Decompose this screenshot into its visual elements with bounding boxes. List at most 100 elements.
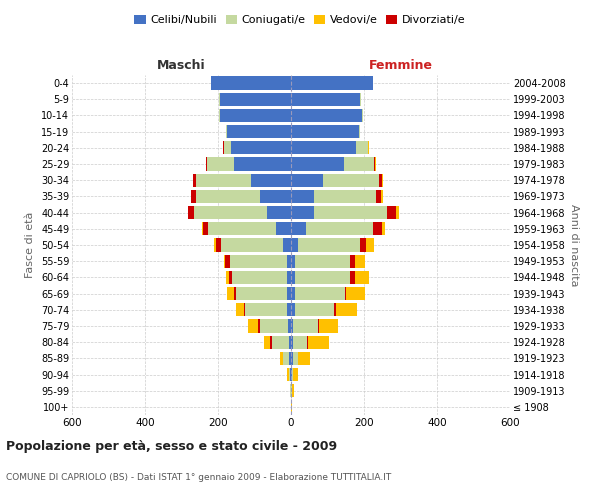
Bar [291, 125, 359, 138]
Bar [298, 238, 359, 252]
Bar [362, 109, 363, 122]
Bar [270, 336, 272, 349]
Bar [267, 206, 291, 220]
Bar [196, 174, 251, 187]
Legend: Celibi/Nubili, Coniugati/e, Vedovi/e, Divorziati/e: Celibi/Nubili, Coniugati/e, Vedovi/e, Di… [130, 10, 470, 30]
Bar [350, 254, 355, 268]
Bar [287, 303, 291, 316]
Text: COMUNE DI CAPRIOLO (BS) - Dati ISTAT 1° gennaio 2009 - Elaborazione TUTTITALIA.I: COMUNE DI CAPRIOLO (BS) - Dati ISTAT 1° … [6, 473, 391, 482]
Bar [291, 158, 344, 170]
Bar [356, 141, 368, 154]
Bar [379, 174, 382, 187]
Y-axis label: Anni di nascita: Anni di nascita [569, 204, 580, 286]
Bar [359, 125, 360, 138]
Bar [231, 141, 291, 154]
Bar [289, 352, 291, 365]
Bar [221, 238, 283, 252]
Bar [235, 158, 291, 170]
Bar [223, 141, 224, 154]
Bar [388, 206, 396, 220]
Bar [203, 222, 208, 235]
Bar [346, 287, 365, 300]
Bar [289, 368, 290, 381]
Bar [220, 92, 291, 106]
Bar [359, 238, 366, 252]
Bar [232, 270, 287, 284]
Bar [291, 222, 307, 235]
Bar [292, 384, 293, 398]
Bar [236, 303, 244, 316]
Bar [291, 303, 295, 316]
Bar [196, 190, 260, 203]
Bar [216, 238, 221, 252]
Bar [191, 190, 196, 203]
Text: Popolazione per età, sesso e stato civile - 2009: Popolazione per età, sesso e stato civil… [6, 440, 337, 453]
Bar [244, 303, 245, 316]
Bar [291, 270, 295, 284]
Bar [307, 336, 308, 349]
Bar [226, 125, 227, 138]
Bar [373, 222, 382, 235]
Bar [295, 303, 334, 316]
Bar [291, 109, 362, 122]
Bar [283, 352, 289, 365]
Bar [295, 287, 345, 300]
Bar [226, 270, 229, 284]
Bar [382, 222, 385, 235]
Bar [287, 287, 291, 300]
Bar [291, 336, 293, 349]
Bar [245, 303, 287, 316]
Bar [334, 303, 335, 316]
Bar [230, 254, 287, 268]
Bar [219, 92, 220, 106]
Bar [224, 254, 226, 268]
Bar [251, 174, 291, 187]
Bar [260, 320, 288, 332]
Bar [206, 158, 207, 170]
Bar [287, 368, 289, 381]
Bar [293, 336, 307, 349]
Bar [293, 320, 317, 332]
Bar [227, 287, 234, 300]
Bar [291, 206, 314, 220]
Bar [288, 320, 291, 332]
Bar [295, 254, 350, 268]
Bar [226, 254, 230, 268]
Bar [229, 270, 232, 284]
Bar [323, 174, 379, 187]
Bar [344, 158, 374, 170]
Bar [314, 190, 376, 203]
Bar [291, 400, 292, 413]
Bar [287, 270, 291, 284]
Bar [368, 141, 369, 154]
Bar [381, 190, 383, 203]
Bar [287, 254, 291, 268]
Bar [283, 238, 291, 252]
Bar [208, 222, 275, 235]
Bar [376, 190, 381, 203]
Bar [366, 238, 374, 252]
Bar [207, 158, 235, 170]
Bar [248, 320, 258, 332]
Bar [374, 158, 376, 170]
Bar [291, 287, 295, 300]
Bar [307, 222, 373, 235]
Bar [275, 222, 291, 235]
Bar [291, 320, 293, 332]
Bar [335, 303, 357, 316]
Bar [350, 270, 355, 284]
Bar [291, 92, 361, 106]
Bar [345, 287, 346, 300]
Bar [396, 206, 399, 220]
Bar [314, 206, 388, 220]
Bar [293, 352, 298, 365]
Bar [263, 336, 270, 349]
Bar [234, 287, 236, 300]
Bar [219, 109, 220, 122]
Bar [236, 287, 287, 300]
Bar [214, 238, 216, 252]
Text: Femmine: Femmine [368, 58, 433, 71]
Y-axis label: Fasce di età: Fasce di età [25, 212, 35, 278]
Bar [289, 336, 291, 349]
Bar [224, 141, 231, 154]
